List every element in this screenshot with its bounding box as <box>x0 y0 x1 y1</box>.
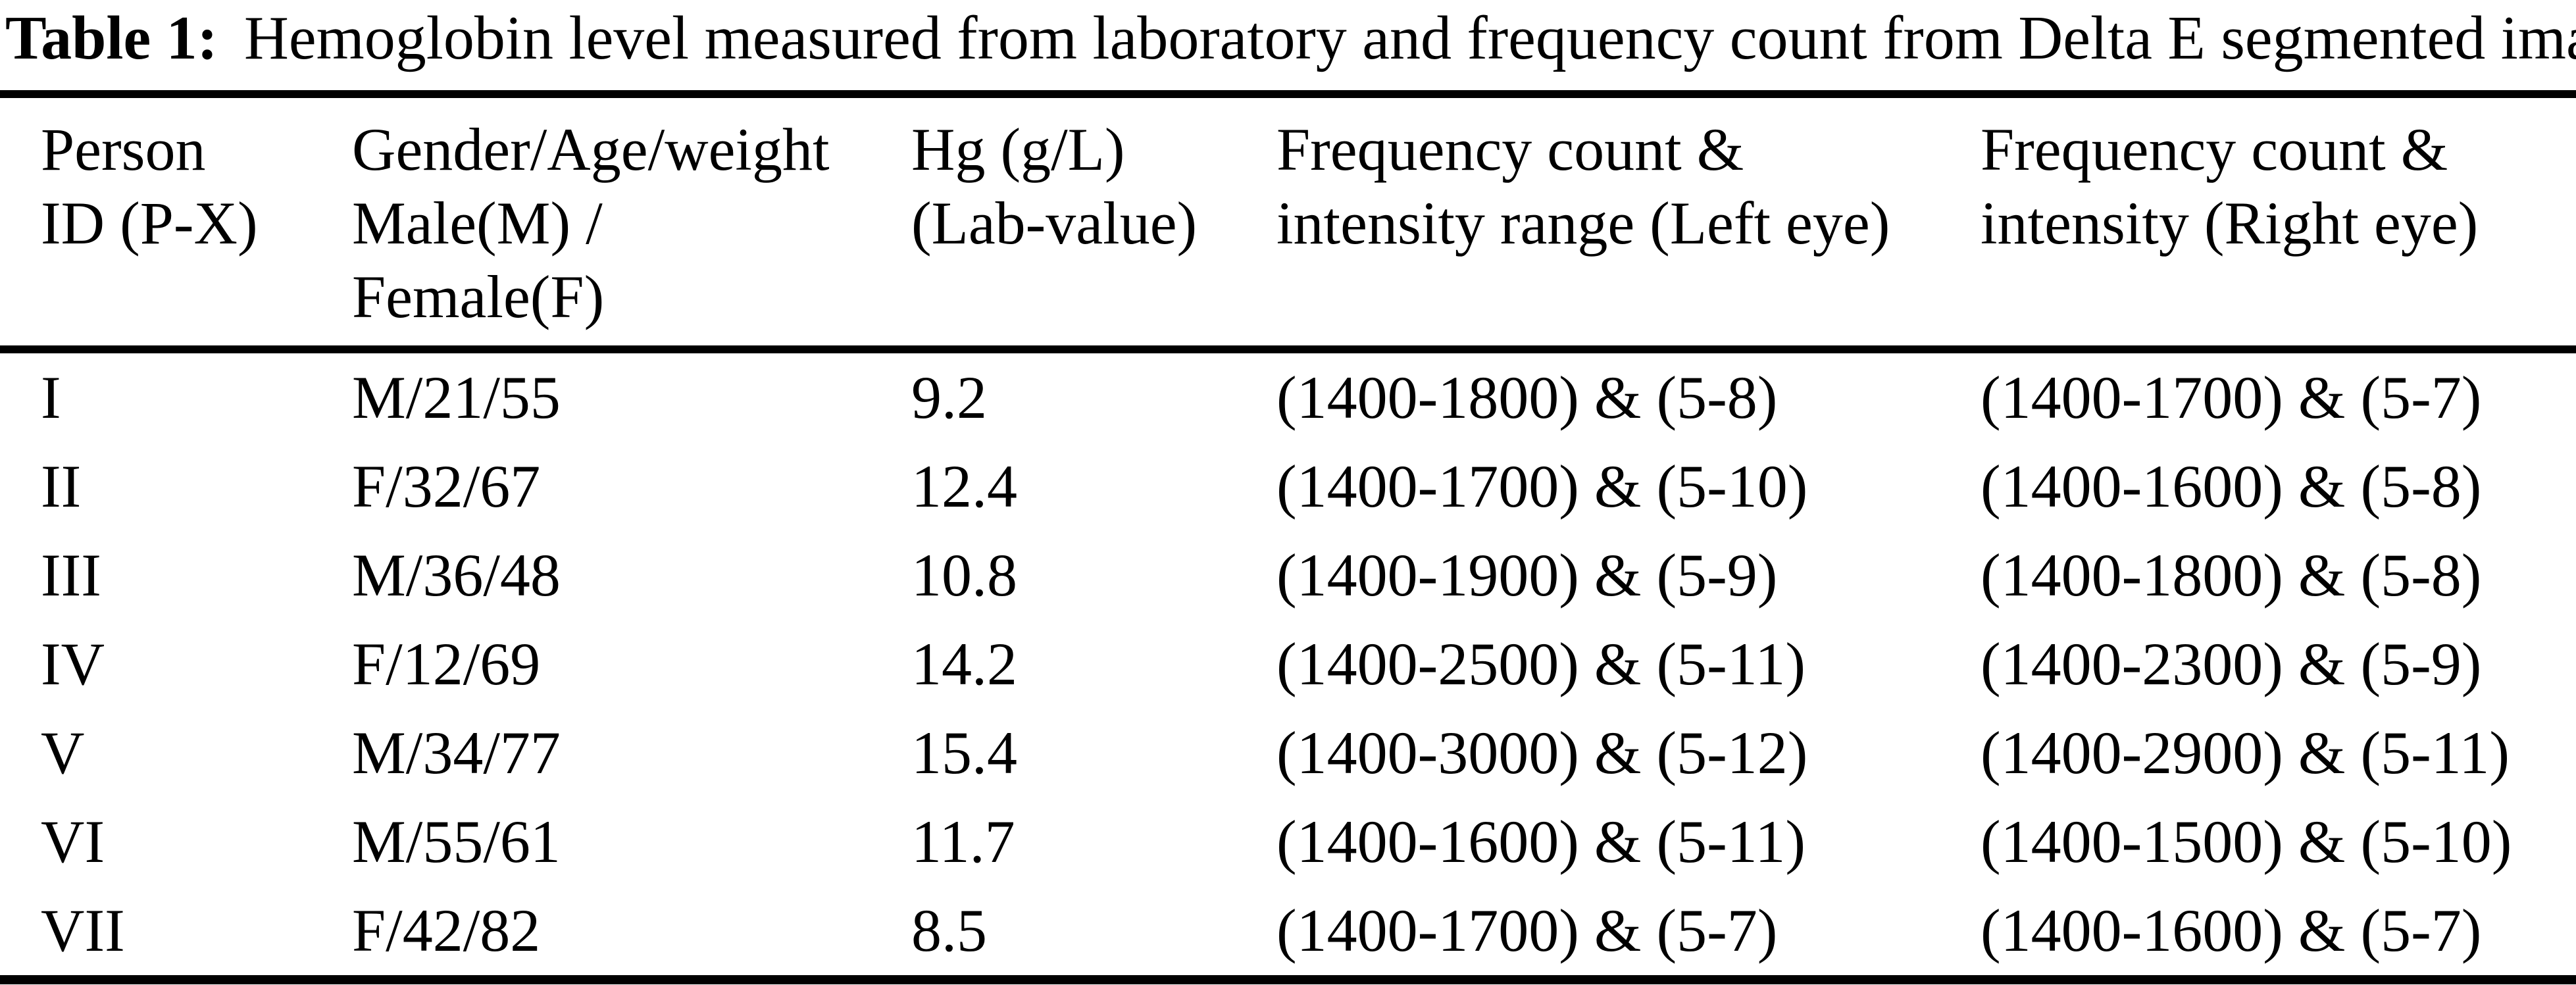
cell-hg-lab-value: 14.2 <box>911 630 1017 698</box>
hemoglobin-table: Person ID (P-X) Gender/Age/weight Male(M… <box>0 90 2576 985</box>
table-row: VI M/55/61 11.7 (1400-1600) & (5-11) (14… <box>0 797 2576 886</box>
table-caption-label: Table 1: <box>5 4 218 72</box>
cell-person-id: VII <box>41 897 125 965</box>
cell-gender-age-weight: M/34/77 <box>352 719 561 787</box>
table-row: I M/21/55 9.2 (1400-1800) & (5-8) (1400-… <box>0 349 2576 442</box>
cell-frequency-right-eye: (1400-1700) & (5-7) <box>1981 364 2482 432</box>
cell-gender-age-weight: M/21/55 <box>352 364 561 432</box>
header-line: Frequency count & <box>1276 116 1744 184</box>
table-row: II F/32/67 12.4 (1400-1700) & (5-10) (14… <box>0 442 2576 531</box>
cell-hg-lab-value: 10.8 <box>911 542 1017 609</box>
cell-frequency-right-eye: (1400-2900) & (5-11) <box>1981 719 2510 787</box>
cell-hg-lab-value: 11.7 <box>911 808 1015 876</box>
cell-person-id: II <box>41 453 82 520</box>
col-header-person-id: Person ID (P-X) <box>0 94 352 354</box>
cell-hg-lab-value: 9.2 <box>911 364 987 432</box>
header-line: (Lab-value) <box>911 189 1198 257</box>
cell-person-id: III <box>41 542 101 609</box>
header-line: Male(M) / <box>352 189 603 257</box>
cell-gender-age-weight: F/42/82 <box>352 897 541 965</box>
cell-frequency-left-eye: (1400-3000) & (5-12) <box>1276 719 1808 787</box>
cell-person-id: VI <box>41 808 105 876</box>
header-line: ID (P-X) <box>41 189 258 257</box>
cell-gender-age-weight: F/32/67 <box>352 453 541 520</box>
cell-frequency-right-eye: (1400-1500) & (5-10) <box>1981 808 2512 876</box>
cell-frequency-left-eye: (1400-2500) & (5-11) <box>1276 630 1806 698</box>
cell-person-id: I <box>41 364 61 432</box>
header-line: Frequency count & <box>1981 116 2448 184</box>
cell-gender-age-weight: F/12/69 <box>352 630 541 698</box>
col-header-frequency-left-eye: Frequency count & intensity range (Left … <box>1276 94 1981 354</box>
cell-gender-age-weight: M/55/61 <box>352 808 561 876</box>
cell-gender-age-weight: M/36/48 <box>352 542 561 609</box>
col-header-gender-age-weight: Gender/Age/weight Male(M) / Female(F) <box>352 94 911 354</box>
header-line: Female(F) <box>352 263 605 331</box>
cell-hg-lab-value: 15.4 <box>911 719 1017 787</box>
cell-frequency-right-eye: (1400-1600) & (5-7) <box>1981 897 2482 965</box>
cell-frequency-left-eye: (1400-1600) & (5-11) <box>1276 808 1806 876</box>
cell-frequency-left-eye: (1400-1900) & (5-9) <box>1276 542 1778 609</box>
cell-frequency-left-eye: (1400-1800) & (5-8) <box>1276 364 1778 432</box>
cell-person-id: IV <box>41 630 105 698</box>
header-line: Hg (g/L) <box>911 116 1125 184</box>
cell-person-id: V <box>41 719 85 787</box>
header-line: Person <box>41 116 206 184</box>
cell-hg-lab-value: 12.4 <box>911 453 1017 520</box>
col-header-frequency-right-eye: Frequency count & intensity (Right eye) <box>1981 94 2576 354</box>
table-row: III M/36/48 10.8 (1400-1900) & (5-9) (14… <box>0 531 2576 620</box>
header-row: Person ID (P-X) Gender/Age/weight Male(M… <box>0 94 2576 354</box>
table-row: V M/34/77 15.4 (1400-3000) & (5-12) (140… <box>0 709 2576 797</box>
header-line: Gender/Age/weight <box>352 116 830 184</box>
table-caption: Table 1: Hemoglobin level measured from l… <box>0 4 2576 73</box>
col-header-hg-lab-value: Hg (g/L) (Lab-value) <box>911 94 1276 354</box>
cell-frequency-right-eye: (1400-1600) & (5-8) <box>1981 453 2482 520</box>
header-line: intensity (Right eye) <box>1981 189 2479 257</box>
table-caption-text: Hemoglobin level measured from laborator… <box>244 4 2576 72</box>
table-row: IV F/12/69 14.2 (1400-2500) & (5-11) (14… <box>0 620 2576 709</box>
cell-frequency-left-eye: (1400-1700) & (5-10) <box>1276 453 1808 520</box>
cell-frequency-right-eye: (1400-1800) & (5-8) <box>1981 542 2482 609</box>
cell-frequency-left-eye: (1400-1700) & (5-7) <box>1276 897 1778 965</box>
cell-frequency-right-eye: (1400-2300) & (5-9) <box>1981 630 2482 698</box>
cell-hg-lab-value: 8.5 <box>911 897 987 965</box>
table-row: VII F/42/82 8.5 (1400-1700) & (5-7) (140… <box>0 886 2576 980</box>
header-line: intensity range (Left eye) <box>1276 189 1890 257</box>
